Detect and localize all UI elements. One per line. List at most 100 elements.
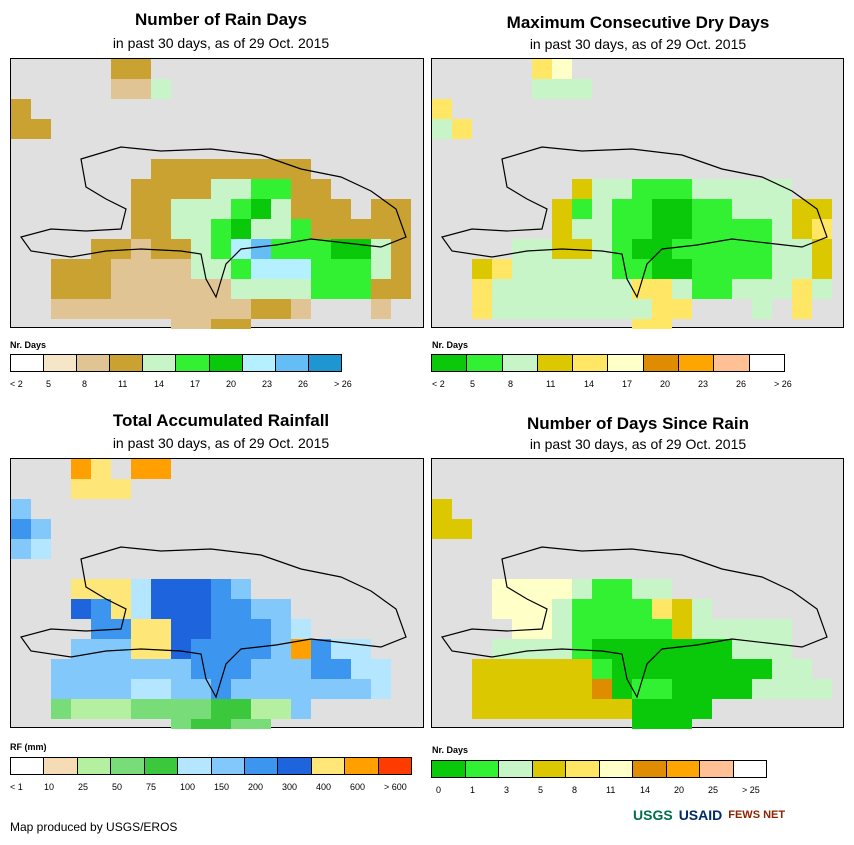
map-cell: [612, 279, 632, 299]
map-cell: [532, 699, 552, 719]
map-cell: [291, 619, 311, 639]
map-cell: [91, 299, 111, 319]
map-cell: [772, 639, 792, 659]
map-cell: [752, 679, 772, 699]
map-cell: [171, 619, 191, 639]
map-cell: [171, 219, 191, 239]
legend-swatch: [532, 761, 566, 777]
map-cell: [31, 519, 51, 539]
map-cell: [552, 599, 572, 619]
map-cell: [652, 299, 672, 319]
map-cell: [492, 299, 512, 319]
map-cell: [532, 639, 552, 659]
map-cell: [532, 279, 552, 299]
map-cell: [211, 299, 231, 319]
map-cell: [211, 319, 231, 329]
map-cell: [732, 219, 752, 239]
map-cell: [291, 199, 311, 219]
map-cell: [592, 699, 612, 719]
map-cell: [171, 599, 191, 619]
map-cell: [512, 599, 532, 619]
legend-swatch: [599, 761, 633, 777]
map-cell: [111, 79, 131, 99]
map-cell: [291, 179, 311, 199]
map-cell: [692, 599, 712, 619]
map-cell: [712, 259, 732, 279]
map-cell: [772, 679, 792, 699]
map-cell: [311, 659, 331, 679]
map-cell: [111, 479, 131, 499]
map-cell: [532, 679, 552, 699]
map-cell: [652, 699, 672, 719]
map-cell: [331, 259, 351, 279]
legend-swatch: [714, 355, 750, 371]
map-cell: [792, 219, 812, 239]
map-cell: [191, 639, 211, 659]
map-cell: [151, 279, 171, 299]
map-cell: [712, 219, 732, 239]
map-cell: [692, 259, 712, 279]
map-cell: [712, 179, 732, 199]
map-cell: [91, 639, 111, 659]
map-cell: [91, 279, 111, 299]
map-cell: [211, 639, 231, 659]
map-cell: [191, 599, 211, 619]
legend-swatch: [733, 761, 766, 777]
map-cell: [772, 199, 792, 219]
map-cell: [572, 79, 592, 99]
legend-label: 23: [698, 379, 709, 389]
legend-label: 25: [708, 785, 719, 795]
map-cell: [732, 179, 752, 199]
map-cell: [171, 579, 191, 599]
map-cell: [612, 639, 632, 659]
map-cell: [91, 599, 111, 619]
map-cell: [432, 519, 452, 539]
map-cell: [612, 219, 632, 239]
legend-label: 14: [584, 379, 595, 389]
subtitle-rain-days: in past 30 days, as of 29 Oct. 2015: [112, 35, 330, 51]
map-cell: [572, 179, 592, 199]
legend-label: 0: [436, 785, 442, 795]
map-cell: [632, 619, 652, 639]
map-cell: [31, 539, 51, 559]
map-cell: [151, 219, 171, 239]
map-cell: [131, 599, 151, 619]
map-rain-days: [10, 58, 424, 329]
map-cell: [231, 199, 251, 219]
legend-label: 8: [508, 379, 514, 389]
map-cell: [732, 279, 752, 299]
map-cell: [592, 679, 612, 699]
map-cell: [652, 319, 672, 329]
map-cell: [151, 239, 171, 259]
map-cell: [472, 659, 492, 679]
island-outline: [441, 146, 828, 299]
map-cell: [432, 119, 452, 139]
map-cell: [231, 579, 251, 599]
map-cell: [131, 279, 151, 299]
map-cell: [251, 259, 271, 279]
map-cell: [812, 239, 832, 259]
map-cell: [552, 659, 572, 679]
map-cell: [331, 219, 351, 239]
map-cell: [371, 299, 391, 319]
map-cell: [772, 219, 792, 239]
map-cell: [311, 679, 331, 699]
map-cell: [632, 679, 652, 699]
map-cell: [231, 619, 251, 639]
map-cell: [672, 299, 692, 319]
legend-swatch: [308, 355, 341, 371]
map-cell: [171, 679, 191, 699]
map-cell: [712, 279, 732, 299]
map-cell: [532, 299, 552, 319]
map-cell: [492, 599, 512, 619]
map-cell: [752, 299, 772, 319]
map-cell: [131, 679, 151, 699]
map-cell: [211, 199, 231, 219]
map-cell: [251, 239, 271, 259]
map-cell: [492, 699, 512, 719]
map-cell: [692, 639, 712, 659]
map-cell: [231, 299, 251, 319]
map-cell: [632, 599, 652, 619]
map-cell: [692, 179, 712, 199]
legend-label: 100: [180, 782, 196, 792]
